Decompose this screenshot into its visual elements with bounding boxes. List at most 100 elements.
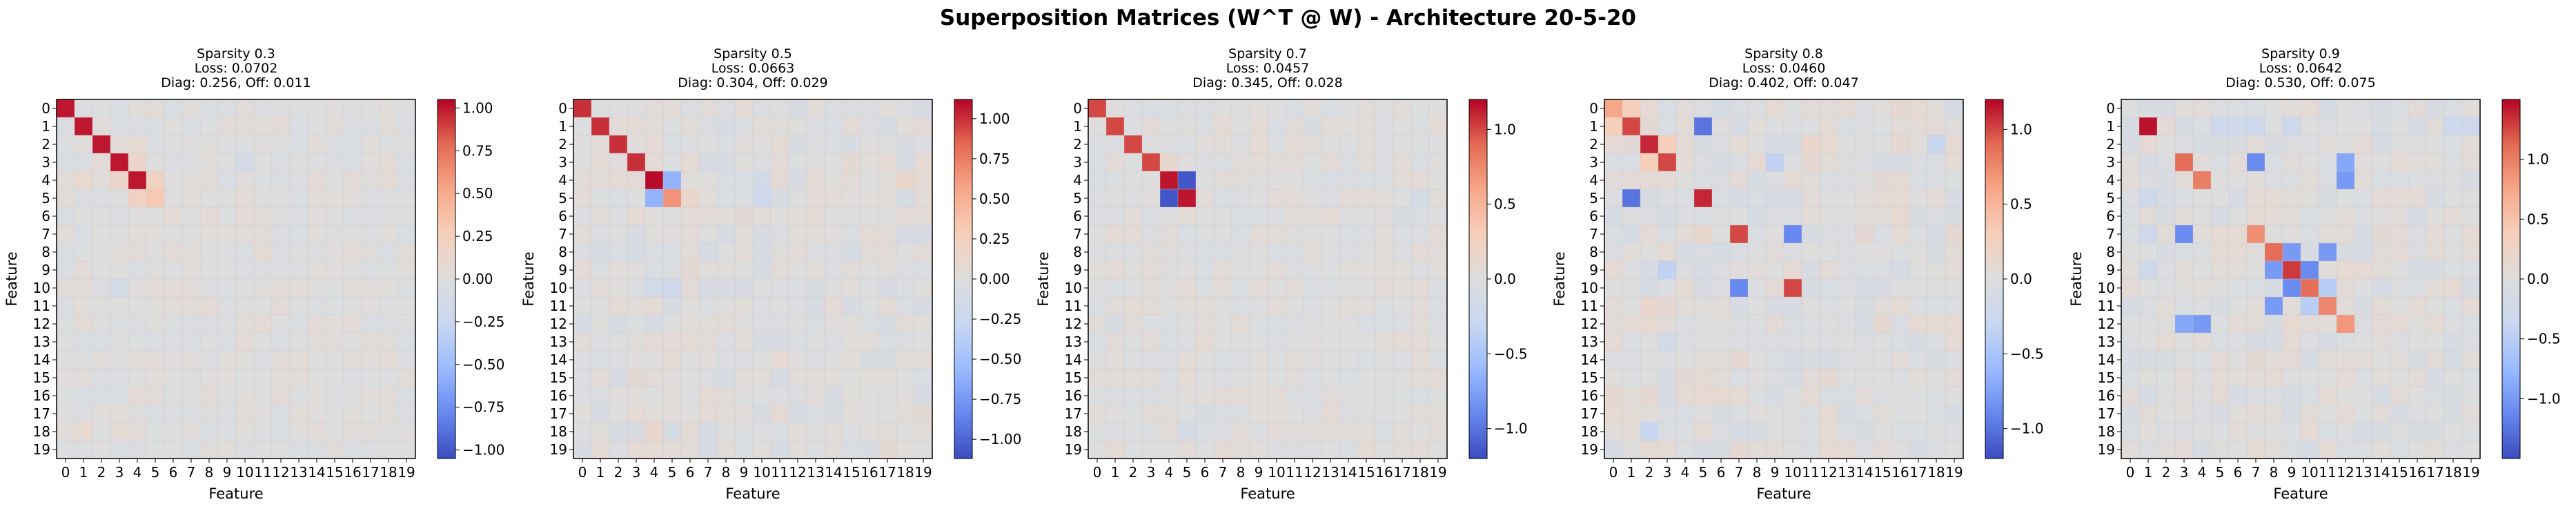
heatmap-cell [1622,99,1641,118]
heatmap-cell [2175,369,2194,387]
x-tick-label: 5 [1699,464,1708,481]
heatmap-cell [182,315,201,334]
heatmap-cell [362,369,380,387]
heatmap-cell [1856,225,1874,244]
heatmap-cell [57,423,75,441]
heatmap-cell [1909,189,1928,208]
heatmap-cell [645,441,664,459]
y-tick-label: 6 [2106,208,2115,224]
heatmap-cell [1286,171,1304,190]
heatmap-cell [2175,225,2194,244]
heatmap-cell [1748,315,1767,334]
heatmap-cell [573,261,592,280]
heatmap-cell [1622,243,1641,262]
x-tick-label: 6 [1717,464,1726,481]
heatmap-cell [1142,423,1161,441]
heatmap-cell [789,153,807,172]
heatmap-cell [236,261,255,280]
heatmap-cell [1411,369,1430,387]
x-tick-label: 12 [1304,464,1321,481]
heatmap-cell [699,171,718,190]
heatmap-cell [146,261,165,280]
heatmap-cell [2372,333,2391,351]
heatmap-cell [2157,351,2176,369]
heatmap-cell [254,117,273,136]
heatmap-cell [2408,279,2427,298]
heatmap-cell [1676,387,1695,405]
heatmap-cell [1838,297,1856,316]
heatmap-cell [110,207,129,226]
heatmap-cell [843,387,861,405]
heatmap-cell [2283,261,2301,280]
heatmap-cell [380,99,398,118]
heatmap-cell [843,333,861,351]
x-tick-label: 12 [1820,464,1837,481]
heatmap-cell [2354,261,2373,280]
heatmap-cell [182,207,201,226]
heatmap-cell [1730,153,1749,172]
y-tick-label: 7 [2106,226,2115,242]
heatmap-cell [1286,135,1304,154]
heatmap-cell [128,117,147,136]
heatmap-cell [1357,315,1376,334]
heatmap-cell [272,297,291,316]
heatmap-cell [362,225,380,244]
heatmap-cell [2229,225,2248,244]
heatmap-cell [326,387,344,405]
heatmap-cell [308,333,326,351]
heatmap-cell [717,207,736,226]
heatmap-cell [326,135,344,154]
axes-frame [1088,99,1448,459]
heatmap-cell [2265,297,2283,316]
heatmap-cell [1640,207,1659,226]
heatmap-cell [609,243,628,262]
heatmap-cell [1909,171,1928,190]
heatmap-cell [1250,423,1268,441]
heatmap-cell [1160,261,1179,280]
heatmap-cell [681,99,700,118]
heatmap-cell [146,441,165,459]
heatmap-cell [1429,351,1448,369]
heatmap-cell [1357,135,1376,154]
heatmap-cell [92,117,111,136]
heatmap-cell [290,117,308,136]
heatmap-cell [771,189,789,208]
heatmap-cell [1748,387,1767,405]
heatmap-cell [272,153,291,172]
heatmap-cell [182,189,201,208]
heatmap-cell [1874,315,1892,334]
heatmap-cell [1784,171,1802,190]
heatmap-cell [2462,351,2481,369]
heatmap-cell [2408,315,2427,334]
heatmap-cell [1927,405,1946,423]
heatmap-cell [200,99,219,118]
heatmap-cell [2193,279,2212,298]
heatmap-cell [2283,315,2301,334]
heatmap-cell [1748,351,1767,369]
y-tick-label: 8 [41,244,50,260]
heatmap-cell [110,333,129,351]
heatmap-cell [2283,423,2301,441]
heatmap-cell [896,441,915,459]
x-tick-label: 10 [1268,464,1285,481]
heatmap-cell [1712,171,1731,190]
heatmap-cell [272,117,291,136]
heatmap-cell [2211,135,2230,154]
heatmap-cell [878,261,897,280]
x-tick-label: 11 [1802,464,1819,481]
heatmap-cell [1945,261,1964,280]
x-tick-label: 17 [362,464,379,481]
y-axis-label: Feature [2068,251,2085,306]
heatmap-cell [182,351,201,369]
heatmap-cell [1891,387,1910,405]
heatmap-cell [2354,207,2373,226]
colorbar-tick-label: 0.75 [462,142,493,159]
x-tick-label: 15 [843,464,860,481]
heatmap-cell [2301,207,2319,226]
heatmap-cell [663,351,682,369]
heatmap-cell [681,351,700,369]
heatmap-cell [1927,99,1946,118]
heatmap-cell [397,117,416,136]
heatmap-cell [1874,225,1892,244]
heatmap-cell [218,207,237,226]
